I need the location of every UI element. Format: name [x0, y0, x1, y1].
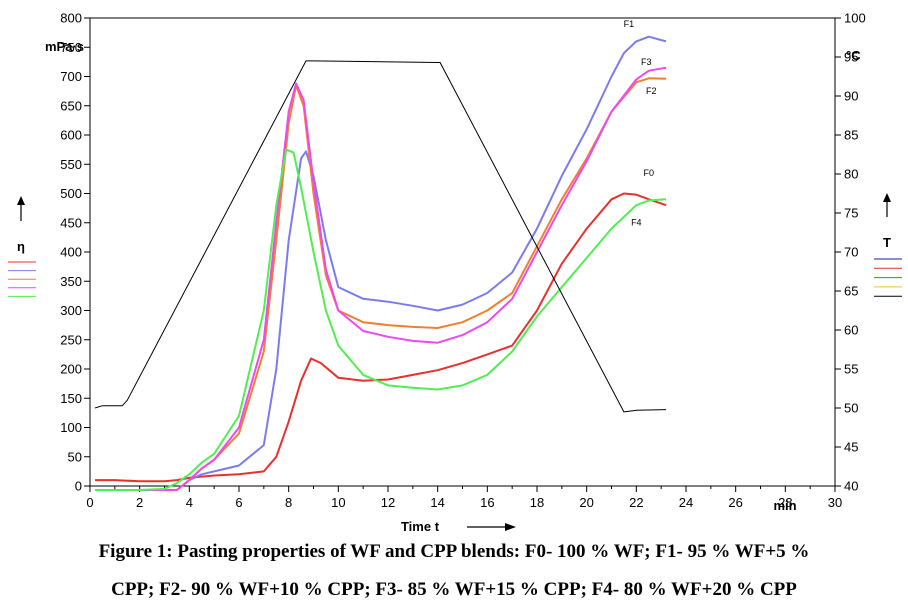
y-right-arrow-head-icon [883, 193, 891, 202]
pasting-chart: 0 2 4 6 8 10 12 14 16 18 20 22 24 26 28 300501001502002… [8, 11, 902, 534]
y-right-tick-label: 65 [844, 284, 858, 299]
y-right-tick-label: 50 [844, 401, 858, 416]
y-right-tick-label: 70 [844, 245, 858, 260]
y-left-arrow-head-icon [17, 196, 25, 205]
x-tick-label: 2 [136, 495, 143, 510]
y-left-tick-label: 650 [60, 98, 82, 113]
y-right-tick-label: 100 [844, 11, 866, 26]
y-left-tick-label: 100 [60, 420, 82, 435]
y-right-tick-label: 80 [844, 167, 858, 182]
y-left-tick-label: 400 [60, 245, 82, 260]
figure-caption-line-2: CPP; F2- 90 % WF+10 % CPP; F3- 85 % WF+1… [111, 579, 797, 600]
y-left-unit: mPa·s [45, 39, 84, 54]
y-left-tick-label: 150 [60, 391, 82, 406]
y-left-tick-label: 450 [60, 215, 82, 230]
x-tick-label: 4 [186, 495, 193, 510]
y-left-title: η [17, 239, 25, 254]
y-right-tick-label: 85 [844, 128, 858, 143]
y-left-tick-label: 800 [60, 11, 82, 26]
y-right-tick-label: 40 [844, 479, 858, 494]
series-line-f4 [95, 148, 667, 491]
y-left-tick-label: 500 [60, 186, 82, 201]
plot-frame [89, 17, 836, 487]
x-axis-title: Time t [401, 519, 440, 534]
y-left-tick-label: 700 [60, 69, 82, 84]
x-tick-label: 26 [728, 495, 742, 510]
y-right-tick-label: 90 [844, 89, 858, 104]
y-right-unit: °C [846, 48, 861, 63]
y-right-tick-label: 95 [844, 50, 858, 65]
series-line-f0 [95, 192, 667, 483]
y-left-tick-label: 350 [60, 274, 82, 289]
x-tick-label: 10 [331, 495, 345, 510]
y-left-tick-label: 50 [68, 449, 82, 464]
series-label-f1: F1 [624, 19, 635, 29]
y-right-tick-label: 45 [844, 440, 858, 455]
y-left-tick-label: 300 [60, 303, 82, 318]
x-tick-label: 8 [285, 495, 292, 510]
y-left-tick-label: 250 [60, 332, 82, 347]
x-tick-label: 22 [629, 495, 643, 510]
series-line-t [94, 60, 667, 413]
y-left-tick-label: 550 [60, 157, 82, 172]
x-tick-label: 24 [679, 495, 693, 510]
x-tick-label: 28 [778, 495, 792, 510]
series-label-f2: F2 [646, 86, 657, 96]
y-left-tick-label: 600 [60, 128, 82, 143]
series-label-f0: F0 [643, 168, 654, 178]
y-left-tick-label: 750 [60, 40, 82, 55]
y-right-tick-label: 60 [844, 323, 858, 338]
x-tick-label: 20 [579, 495, 593, 510]
y-left-tick-label: 200 [60, 362, 82, 377]
x-tick-label: 16 [480, 495, 494, 510]
y-left-tick-label: 0 [75, 479, 82, 494]
x-tick-label: 30 [828, 495, 842, 510]
y-right-title: T [883, 235, 891, 250]
series-label-f4: F4 [631, 218, 642, 228]
x-arrow-head-icon [505, 523, 516, 531]
x-tick-label: 12 [381, 495, 395, 510]
x-unit: min [773, 498, 796, 513]
x-tick-label: 14 [430, 495, 444, 510]
x-tick-label: 18 [530, 495, 544, 510]
figure-caption-line-1: Figure 1: Pasting properties of WF and C… [98, 541, 810, 562]
y-right-tick-label: 55 [844, 362, 858, 377]
x-tick-label: 0 [86, 495, 93, 510]
y-right-tick-label: 75 [844, 206, 858, 221]
series-label-f3: F3 [641, 57, 652, 67]
series-line-f3 [95, 66, 667, 491]
x-tick-label: 6 [235, 495, 242, 510]
series-line-f1 [95, 35, 667, 491]
